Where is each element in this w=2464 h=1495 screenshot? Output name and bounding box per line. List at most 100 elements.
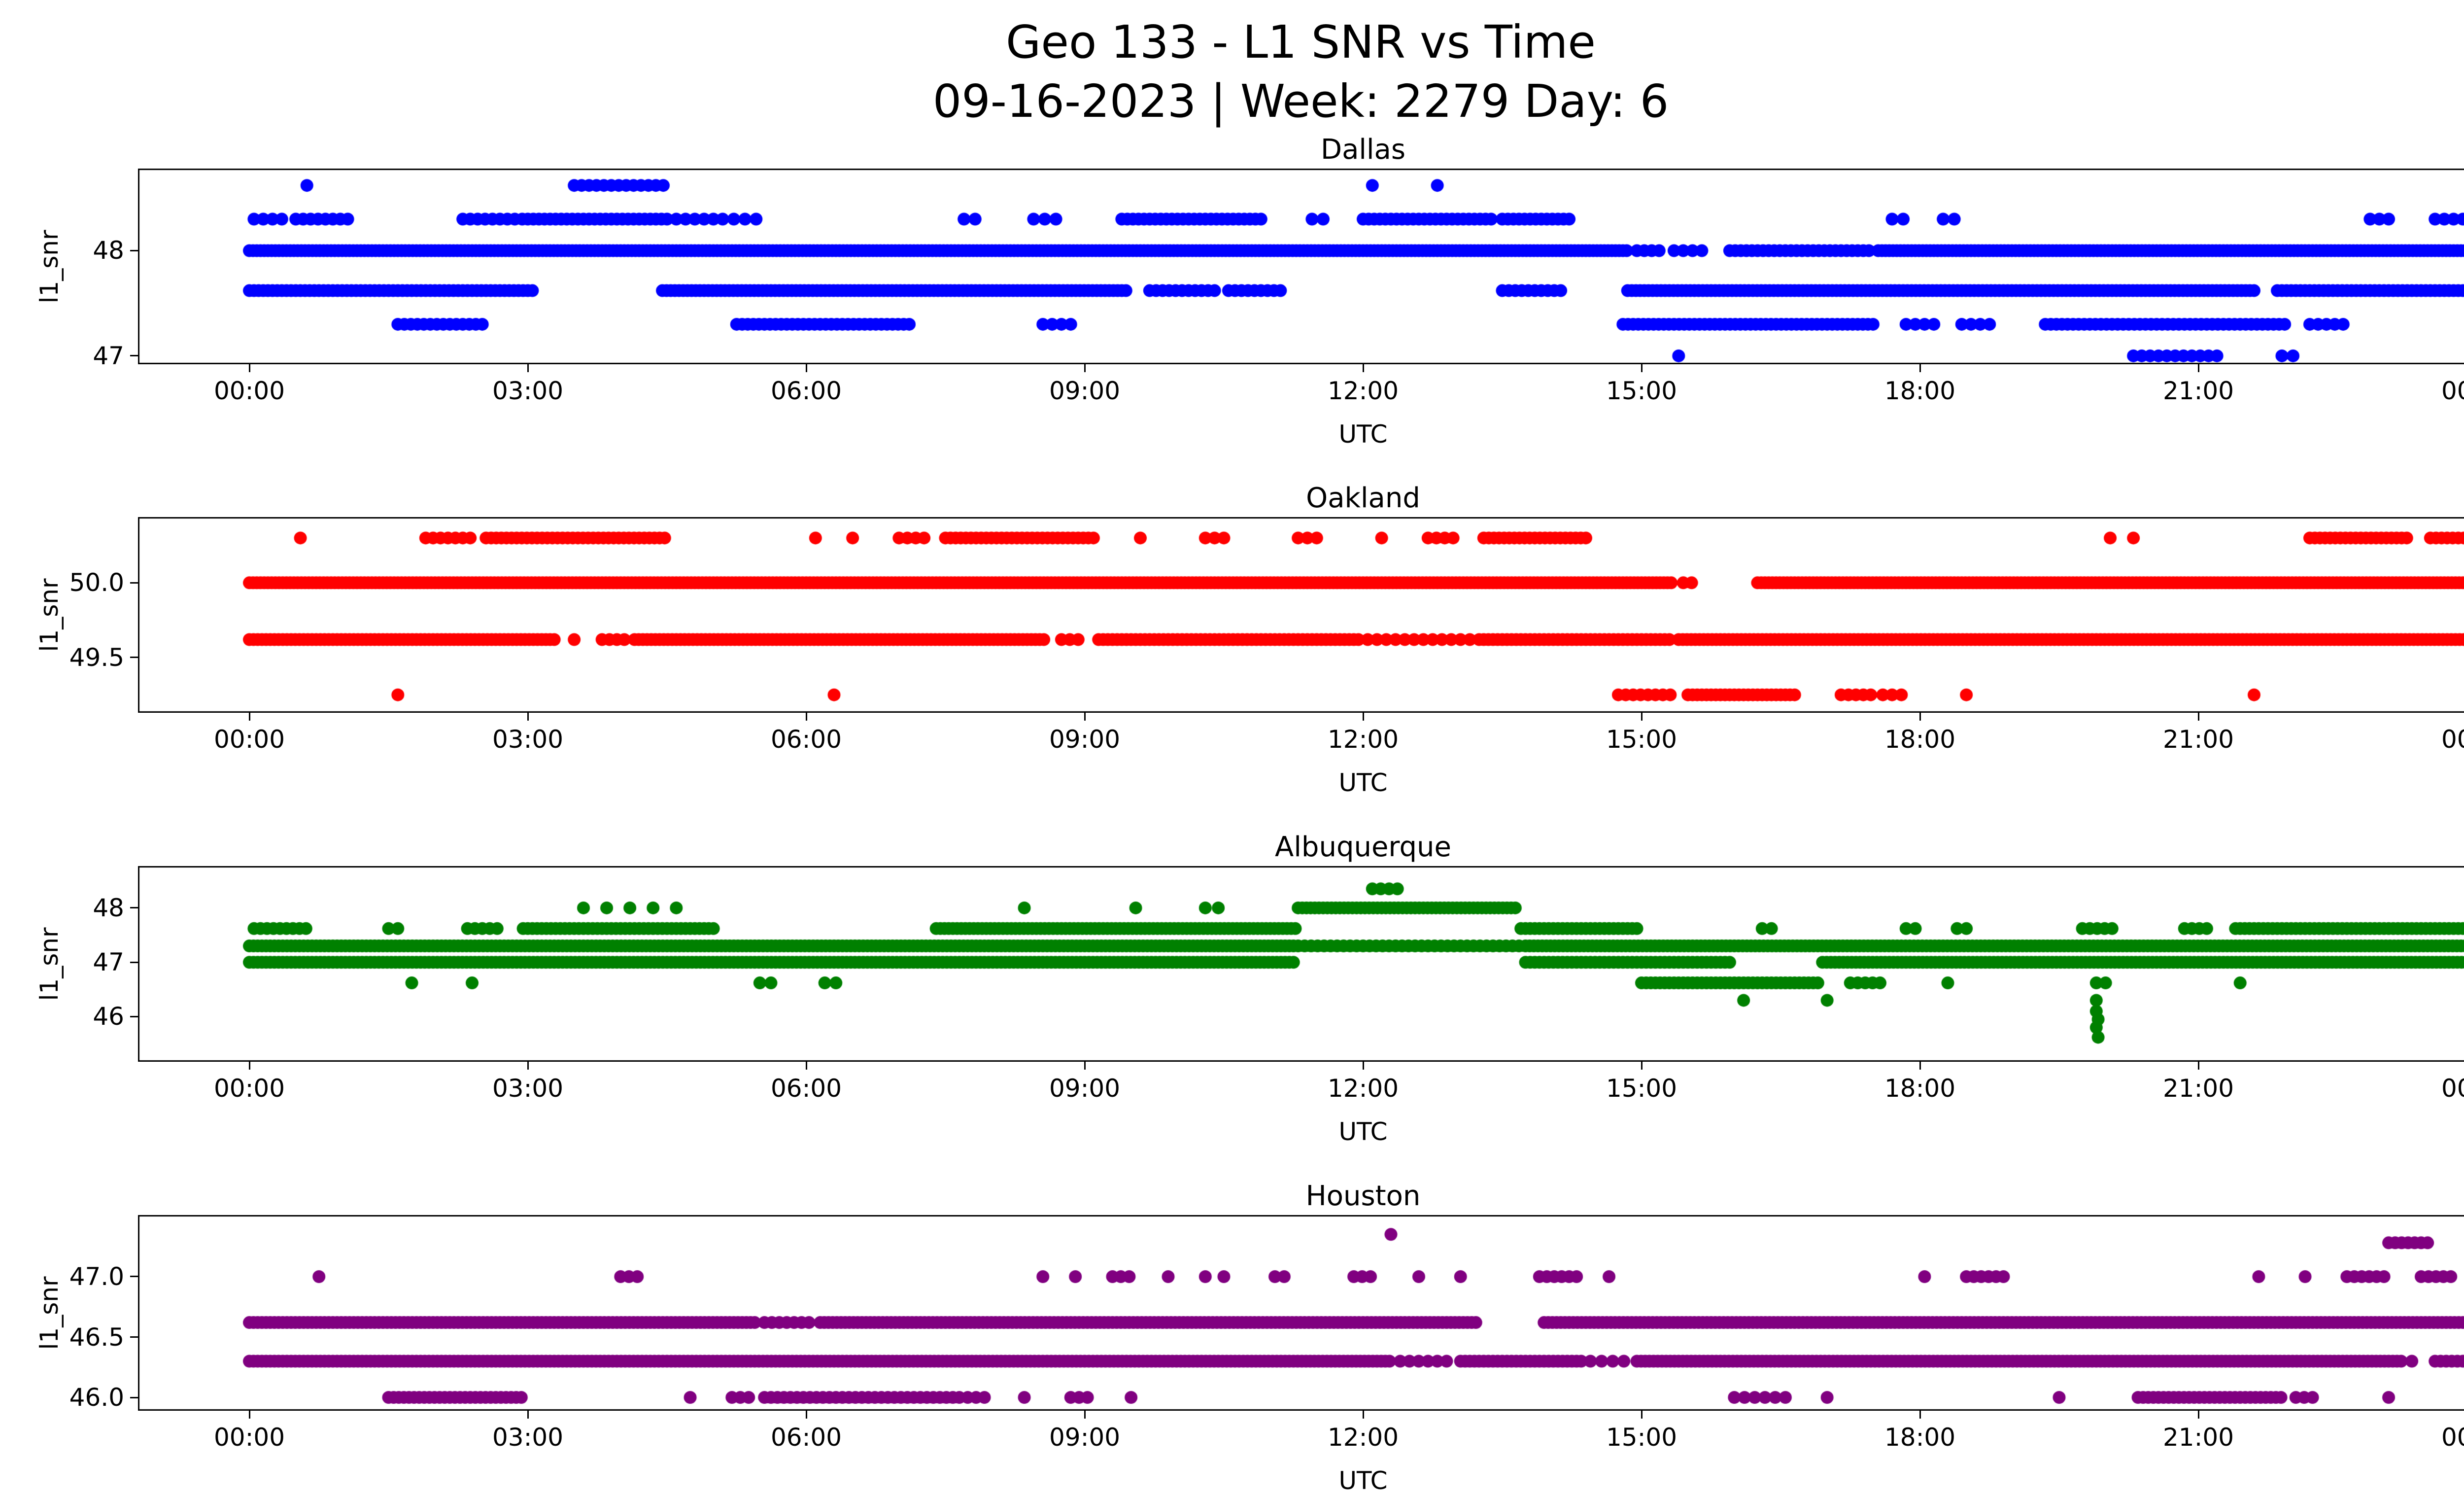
x-tick-label-dallas: 12:00 <box>1327 377 1399 405</box>
x-tick-label-oakland: 00:00 <box>2441 725 2464 754</box>
x-tick-label-houston: 21:00 <box>2162 1423 2234 1452</box>
x-tick-mark-houston <box>1084 1411 1086 1419</box>
x-tick-mark-albuquerque <box>1919 1062 1921 1070</box>
subplot-title-houston: Houston <box>1305 1180 1421 1212</box>
x-tick-label-houston: 09:00 <box>1049 1423 1121 1452</box>
scatter-canvas-dallas <box>138 169 2464 364</box>
x-tick-mark-houston <box>527 1411 529 1419</box>
y-tick-label-houston: 46.0 <box>69 1383 124 1412</box>
y-tick-mark-houston <box>130 1276 138 1278</box>
x-tick-mark-oakland <box>2197 713 2199 721</box>
y-tick-mark-oakland <box>130 582 138 584</box>
x-axis-label-albuquerque: UTC <box>1338 1117 1388 1146</box>
y-tick-mark-dallas <box>130 355 138 357</box>
scatter-canvas-houston <box>138 1215 2464 1411</box>
y-axis-label-albuquerque: l1_snr <box>35 927 64 1001</box>
y-tick-label-houston: 46.5 <box>69 1322 124 1352</box>
x-tick-mark-albuquerque <box>2197 1062 2199 1070</box>
x-tick-mark-albuquerque <box>1641 1062 1643 1070</box>
y-tick-label-albuquerque: 47 <box>93 948 124 977</box>
x-tick-label-houston: 12:00 <box>1327 1423 1399 1452</box>
x-tick-label-dallas: 09:00 <box>1049 377 1121 405</box>
x-tick-label-oakland: 12:00 <box>1327 725 1399 754</box>
y-tick-mark-houston <box>130 1396 138 1398</box>
main-subtitle: 09-16-2023 | Week: 2279 Day: 6 <box>932 75 1669 128</box>
x-tick-label-albuquerque: 21:00 <box>2162 1074 2234 1103</box>
x-tick-mark-albuquerque <box>527 1062 529 1070</box>
x-tick-label-houston: 00:00 <box>213 1423 285 1452</box>
y-tick-label-dallas: 47 <box>93 341 124 370</box>
subplot-title-dallas: Dallas <box>1320 134 1406 166</box>
x-tick-label-houston: 03:00 <box>492 1423 564 1452</box>
x-axis-label-houston: UTC <box>1338 1466 1388 1495</box>
x-tick-mark-dallas <box>805 364 807 372</box>
x-tick-mark-oakland <box>1084 713 1086 721</box>
x-tick-label-albuquerque: 03:00 <box>492 1074 564 1103</box>
x-tick-label-albuquerque: 00:00 <box>2441 1074 2464 1103</box>
x-tick-label-oakland: 15:00 <box>1606 725 1677 754</box>
y-tick-mark-dallas <box>130 249 138 251</box>
y-tick-mark-albuquerque <box>130 1015 138 1017</box>
x-tick-mark-oakland <box>527 713 529 721</box>
y-tick-mark-oakland <box>130 657 138 659</box>
x-tick-mark-houston <box>2197 1411 2199 1419</box>
x-tick-mark-houston <box>1362 1411 1364 1419</box>
x-tick-label-dallas: 03:00 <box>492 377 564 405</box>
x-tick-mark-dallas <box>1084 364 1086 372</box>
x-tick-mark-houston <box>1641 1411 1643 1419</box>
y-axis-label-houston: l1_snr <box>35 1276 64 1350</box>
x-tick-mark-dallas <box>1362 364 1364 372</box>
x-tick-label-dallas: 18:00 <box>1884 377 1956 405</box>
x-tick-label-dallas: 00:00 <box>213 377 285 405</box>
x-tick-label-albuquerque: 18:00 <box>1884 1074 1956 1103</box>
y-tick-label-oakland: 49.5 <box>69 643 124 672</box>
x-tick-label-houston: 18:00 <box>1884 1423 1956 1452</box>
x-tick-mark-oakland <box>1641 713 1643 721</box>
y-tick-label-albuquerque: 48 <box>93 893 124 922</box>
scatter-canvas-oakland <box>138 517 2464 713</box>
x-tick-label-houston: 06:00 <box>770 1423 842 1452</box>
subplot-title-oakland: Oakland <box>1306 482 1420 514</box>
x-tick-label-oakland: 03:00 <box>492 725 564 754</box>
x-tick-mark-oakland <box>1362 713 1364 721</box>
x-tick-mark-albuquerque <box>1362 1062 1364 1070</box>
x-tick-mark-dallas <box>527 364 529 372</box>
x-tick-label-houston: 00:00 <box>2441 1423 2464 1452</box>
y-tick-label-dallas: 48 <box>93 236 124 265</box>
x-axis-label-oakland: UTC <box>1338 768 1388 797</box>
y-tick-label-albuquerque: 46 <box>93 1002 124 1031</box>
scatter-canvas-albuquerque <box>138 866 2464 1062</box>
x-tick-mark-dallas <box>1919 364 1921 372</box>
x-tick-label-albuquerque: 15:00 <box>1606 1074 1677 1103</box>
x-tick-label-dallas: 06:00 <box>770 377 842 405</box>
x-tick-mark-houston <box>805 1411 807 1419</box>
x-tick-mark-oakland <box>1919 713 1921 721</box>
subplot-title-albuquerque: Albuquerque <box>1275 831 1451 863</box>
y-tick-label-houston: 47.0 <box>69 1262 124 1291</box>
x-tick-mark-houston <box>1919 1411 1921 1419</box>
x-tick-mark-albuquerque <box>805 1062 807 1070</box>
x-tick-label-dallas: 21:00 <box>2162 377 2234 405</box>
y-axis-label-oakland: l1_snr <box>35 578 64 652</box>
x-tick-label-albuquerque: 09:00 <box>1049 1074 1121 1103</box>
y-tick-mark-houston <box>130 1336 138 1338</box>
y-tick-mark-albuquerque <box>130 961 138 963</box>
x-tick-mark-oakland <box>248 713 250 721</box>
x-tick-label-oakland: 21:00 <box>2162 725 2234 754</box>
x-tick-mark-dallas <box>248 364 250 372</box>
x-tick-mark-dallas <box>2197 364 2199 372</box>
x-tick-mark-albuquerque <box>1084 1062 1086 1070</box>
x-tick-label-albuquerque: 00:00 <box>213 1074 285 1103</box>
x-tick-mark-dallas <box>1641 364 1643 372</box>
x-tick-mark-albuquerque <box>248 1062 250 1070</box>
x-tick-mark-houston <box>248 1411 250 1419</box>
x-tick-label-oakland: 18:00 <box>1884 725 1956 754</box>
y-axis-label-dallas: l1_snr <box>35 230 64 303</box>
x-tick-mark-oakland <box>805 713 807 721</box>
x-tick-label-oakland: 09:00 <box>1049 725 1121 754</box>
x-tick-label-albuquerque: 06:00 <box>770 1074 842 1103</box>
y-tick-label-oakland: 50.0 <box>69 568 124 597</box>
main-title: Geo 133 - L1 SNR vs Time <box>1006 16 1596 69</box>
x-tick-label-houston: 15:00 <box>1606 1423 1677 1452</box>
